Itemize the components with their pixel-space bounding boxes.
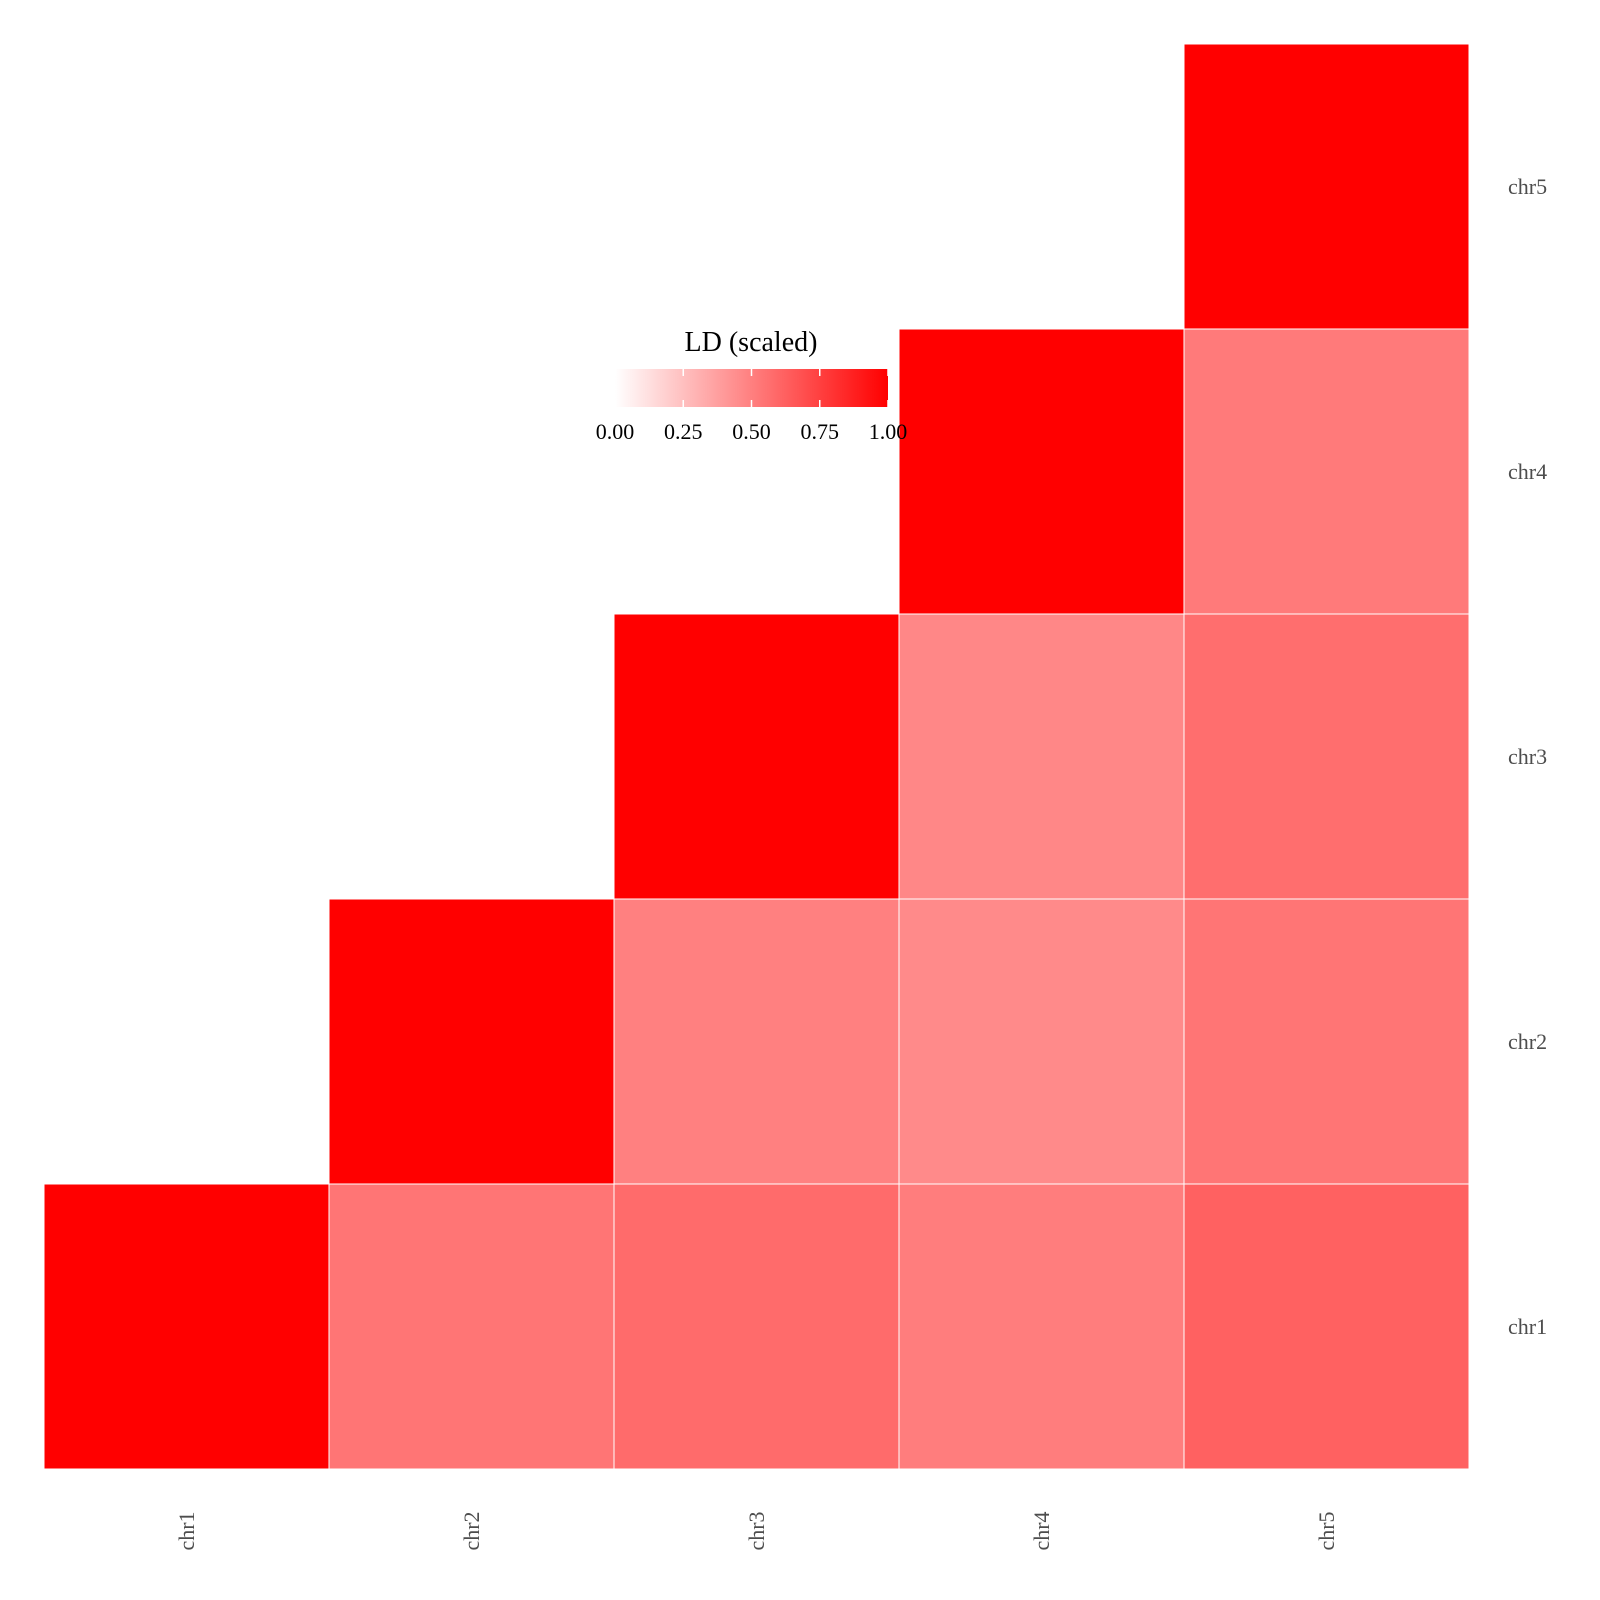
heatmap-cell-chr4-chr3	[898, 613, 1185, 900]
legend-tick-label-1.00: 1.00	[869, 419, 908, 444]
heatmap-cell-chr4-chr1	[898, 1183, 1185, 1470]
heatmap-cell-chr5-chr2	[1183, 898, 1470, 1185]
legend-tick-label-0.25: 0.25	[664, 419, 703, 444]
heatmap-cell-chr3-chr2	[613, 898, 900, 1185]
y-tick-label-chr4: chr4	[1508, 459, 1547, 484]
legend-title: LD (scaled)	[685, 327, 818, 358]
y-tick-label-chr3: chr3	[1508, 744, 1547, 769]
x-tick-label-chr4: chr4	[1029, 1511, 1054, 1550]
color-legend: LD (scaled) 0.00 0.25 0.50 0.75 1.00	[596, 327, 908, 444]
heatmap-cell-chr5-chr1	[1183, 1183, 1470, 1470]
legend-tick-label-0.00: 0.00	[596, 419, 635, 444]
legend-ticks: 0.00 0.25 0.50 0.75 1.00	[596, 369, 908, 444]
x-tick-label-chr5: chr5	[1314, 1511, 1339, 1550]
x-tick-label-chr3: chr3	[744, 1511, 769, 1550]
x-axis-tick-labels: chr1 chr2 chr3 chr4 chr5	[174, 1511, 1339, 1550]
legend-tick-label-0.75: 0.75	[801, 419, 840, 444]
heatmap-cell-chr3-chr3	[613, 613, 900, 900]
heatmap-cell-chr5-chr4	[1183, 328, 1470, 615]
heatmap-cell-chr5-chr3	[1183, 613, 1470, 900]
heatmap-cell-chr4-chr2	[898, 898, 1185, 1185]
x-tick-label-chr1: chr1	[174, 1511, 199, 1550]
heatmap-cell-chr1-chr1	[43, 1183, 330, 1470]
heatmap-cell-chr2-chr1	[328, 1183, 615, 1470]
y-tick-label-chr5: chr5	[1508, 174, 1547, 199]
legend-tick-label-0.50: 0.50	[732, 419, 771, 444]
heatmap-tiles	[43, 43, 1470, 1470]
x-tick-label-chr2: chr2	[459, 1511, 484, 1550]
heatmap-cell-chr5-chr5	[1183, 43, 1470, 330]
heatmap-cell-chr3-chr1	[613, 1183, 900, 1470]
heatmap-cell-chr4-chr4	[898, 328, 1185, 615]
y-tick-label-chr2: chr2	[1508, 1029, 1547, 1054]
y-axis-tick-labels: chr1 chr2 chr3 chr4 chr5	[1508, 174, 1547, 1339]
heatmap-cell-chr2-chr2	[328, 898, 615, 1185]
y-tick-label-chr1: chr1	[1508, 1314, 1547, 1339]
